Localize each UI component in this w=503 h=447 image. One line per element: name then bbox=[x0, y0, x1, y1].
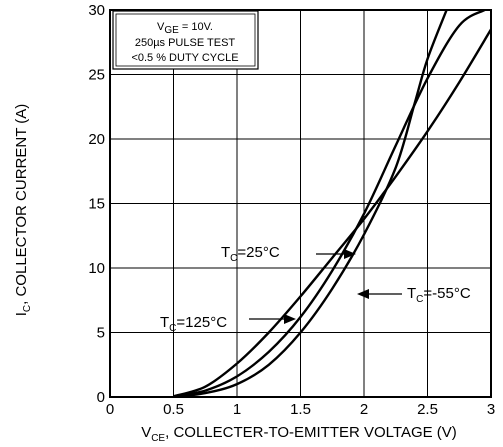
y-tick-label: 30 bbox=[88, 2, 105, 19]
y-tick-label: 25 bbox=[88, 67, 105, 84]
series-125c bbox=[173, 28, 491, 397]
series-25c bbox=[173, 10, 486, 397]
x-tick-label: 0 bbox=[106, 401, 114, 418]
y-axis-label: IC, COLLECTOR CURRENT (A) bbox=[13, 104, 33, 317]
y-tick-label: 0 bbox=[97, 389, 105, 406]
x-tick-label: 1.5 bbox=[290, 401, 311, 418]
y-tick-label: 15 bbox=[88, 196, 105, 213]
annotation-minus55c: TC=-55°C bbox=[357, 285, 471, 305]
conditions-line3: <0.5 % DUTY CYCLE bbox=[131, 52, 238, 64]
conditions-line2: 250µs PULSE TEST bbox=[135, 37, 236, 49]
plot-frame bbox=[109, 9, 492, 398]
x-axis-label: VCE, COLLECTER-TO-EMITTER VOLTAGE (V) bbox=[141, 424, 457, 444]
y-tick-label: 10 bbox=[88, 260, 105, 277]
annotation-minus55c-label: TC=-55°C bbox=[407, 285, 471, 305]
conditions-box: VGE = 10V. 250µs PULSE TEST <0.5 % DUTY … bbox=[112, 10, 259, 70]
annotation-125c: TC=125°C bbox=[160, 314, 296, 334]
x-tick-label: 3 bbox=[487, 401, 495, 418]
x-tick-label: 2.5 bbox=[417, 401, 438, 418]
annotation-25c: TC=25°C bbox=[221, 244, 356, 264]
series-minus55c bbox=[173, 10, 448, 397]
y-tick-label: 20 bbox=[88, 131, 105, 148]
x-tick-label: 0.5 bbox=[163, 401, 184, 418]
annotation-25c-label: TC=25°C bbox=[221, 244, 280, 264]
x-tick-label: 1 bbox=[233, 401, 241, 418]
annotation-125c-label: TC=125°C bbox=[160, 314, 227, 334]
y-tick-label: 5 bbox=[97, 325, 105, 342]
x-tick-label: 2 bbox=[360, 401, 368, 418]
conditions-line1: VGE = 10V. bbox=[157, 21, 213, 36]
series-lines bbox=[173, 10, 491, 397]
